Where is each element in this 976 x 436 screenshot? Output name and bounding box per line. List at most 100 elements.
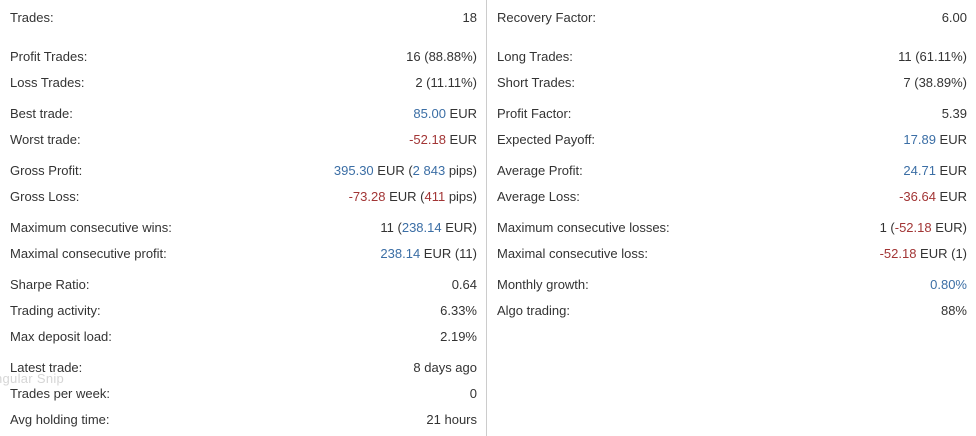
stat-group: Trades: 18 [0,5,486,31]
stat-value: 0 [470,381,486,407]
stat-value-segment-loss: -36.64 [899,189,936,204]
stat-value: 1 (-52.18 EUR) [880,215,976,241]
stat-group: Maximum consecutive losses: 1 (-52.18 EUR… [487,215,976,267]
stat-value: 24.71 EUR [903,158,976,184]
stat-group: Recovery Factor: 6.00 [487,5,976,31]
stat-row: Short Trades: 7 (38.89%) [487,70,976,96]
stats-column-left: Trades: 18 Profit Trades: 16 (88.88%) Loss T… [0,0,486,436]
stat-group: Long Trades: 11 (61.11%) Short Trades: 7 (3… [487,44,976,96]
stat-value-segment-loss: -52.18 [894,220,932,235]
stat-value: 0.80% [930,272,976,298]
stat-value-segment-default: 18 [462,10,477,25]
stat-value-segment-profit: 0.80% [930,277,967,292]
stat-value-segment-default: 21 hours [426,412,477,427]
stat-value-segment-profit: 17.89 [903,132,936,147]
stat-group: Average Profit: 24.71 EUR Average Loss: -36… [487,158,976,210]
stat-value-segment-default: 7 (38.89%) [903,75,967,90]
stat-value: -36.64 EUR [899,184,976,210]
stat-label: Avg holding time: [10,412,110,427]
stat-value-segment-default: EUR) [441,220,477,235]
stat-label: Algo trading: [497,303,570,318]
stat-value: 5.39 [942,101,976,127]
stat-row: Maximum consecutive wins: 11 (238.14 EUR) [0,215,486,241]
stat-value-segment-default: 11 (61.11%) [898,49,967,64]
stat-group: Maximum consecutive wins: 11 (238.14 EUR)… [0,215,486,267]
stat-value: 395.30 EUR (2 843 pips) [334,158,486,184]
stat-value-segment-profit: 24.71 [903,163,936,178]
stat-value-segment-default: EUR [935,189,967,204]
stat-row: Trading activity: 6.33% [0,298,486,324]
stat-value: 11 (61.11%) [898,44,976,70]
stat-row: Latest trade: 8 days ago [0,355,486,381]
stat-label: Maximum consecutive losses: [497,220,670,235]
stat-value: 2 (11.11%) [415,70,486,96]
stat-value-segment-default: EUR) [931,220,967,235]
stat-row: Loss Trades: 2 (11.11%) [0,70,486,96]
stat-value: -52.18 EUR (1) [880,241,976,267]
stat-value-segment-default: 11 ( [380,220,402,235]
stat-row: Gross Profit: 395.30 EUR (2 843 pips) [0,158,486,184]
stat-value: 2.19% [440,324,486,350]
stat-group: Gross Profit: 395.30 EUR (2 843 pips) Gros… [0,158,486,210]
stat-value: 238.14 EUR (11) [380,241,486,267]
stat-label: Trades: [10,10,54,25]
stat-value-segment-default: 6.00 [941,10,967,25]
stat-label: Gross Profit: [10,163,83,178]
stats-column-right: Recovery Factor: 6.00 Long Trades: 11 (61.1… [487,0,976,436]
stat-label: Recovery Factor: [497,10,596,25]
stat-label: Gross Loss: [10,189,80,204]
stat-value-segment-default: 8 days ago [413,360,477,375]
stat-value-segment-loss: 411 [424,189,446,204]
stat-value: 88% [941,298,976,324]
stat-label: Monthly growth: [497,277,589,292]
stat-row: Maximal consecutive profit: 238.14 EUR (1… [0,241,486,267]
stat-value-segment-loss: -52.18 [879,246,917,261]
stat-group: Latest trade: 8 days ago Trades per week: 0… [0,355,486,433]
stat-value: 11 (238.14 EUR) [380,215,486,241]
stat-label: Trading activity: [10,303,101,318]
stat-value-segment-default: EUR ( [373,163,413,178]
stat-value: 18 [463,5,486,31]
stat-row: Average Loss: -36.64 EUR [487,184,976,210]
stat-group: Profit Trades: 16 (88.88%) Loss Trades: 2 (… [0,44,486,96]
stat-value: 16 (88.88%) [406,44,486,70]
stat-label: Average Profit: [497,163,583,178]
stat-row: Expected Payoff: 17.89 EUR [487,127,976,153]
stat-row: Long Trades: 11 (61.11%) [487,44,976,70]
stat-row: Max deposit load: 2.19% [0,324,486,350]
stat-value: 8 days ago [413,355,486,381]
stat-row: Trades per week: 0 [0,381,486,407]
stat-row: Worst trade: -52.18 EUR [0,127,486,153]
stat-label: Profit Factor: [497,106,572,121]
stat-row: Trades: 18 [0,5,486,31]
stat-value-segment-default: 0.64 [451,277,477,292]
stat-label: Sharpe Ratio: [10,277,90,292]
stat-label: Best trade: [10,106,73,121]
stat-value-segment-default: 88% [940,303,967,318]
stat-value-segment-default: pips) [445,163,477,178]
stat-value: 6.33% [440,298,486,324]
stat-group: Sharpe Ratio: 0.64 Trading activity: 6.33% M… [0,272,486,350]
column-divider [486,0,487,436]
stat-value-segment-default: 2.19% [440,329,477,344]
stat-value: 17.89 EUR [903,127,976,153]
stat-row: Average Profit: 24.71 EUR [487,158,976,184]
stat-value: 6.00 [942,5,976,31]
stat-value-segment-default: 5.39 [941,106,967,121]
stat-value-segment-default: EUR (11) [420,246,477,261]
stat-value: -52.18 EUR [409,127,486,153]
stat-value-segment-profit: 238.14 [401,220,442,235]
stat-label: Worst trade: [10,132,81,147]
stat-row: Maximum consecutive losses: 1 (-52.18 EUR… [487,215,976,241]
stat-label: Long Trades: [497,49,573,64]
stat-value: 7 (38.89%) [903,70,976,96]
stat-group: Best trade: 85.00 EUR Worst trade: -52.18 E… [0,101,486,153]
stat-value-segment-default: 16 (88.88%) [406,49,477,64]
stat-value-segment-default: EUR ( [385,189,425,204]
stat-row: Monthly growth: 0.80% [487,272,976,298]
stat-row: Gross Loss: -73.28 EUR (411 pips) [0,184,486,210]
stat-value-segment-profit: 395.30 [333,163,374,178]
stat-value: 0.64 [452,272,486,298]
stat-row: Profit Factor: 5.39 [487,101,976,127]
